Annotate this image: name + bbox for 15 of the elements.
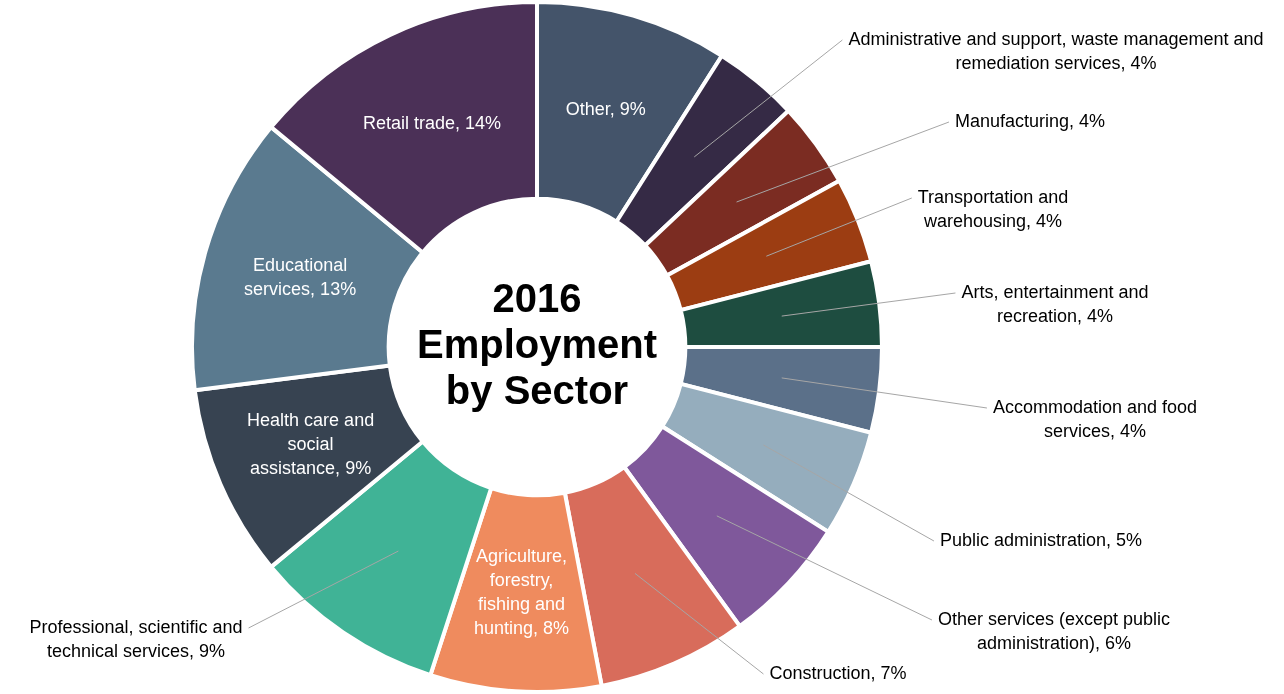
slice-label: Other, 9% [565, 99, 646, 120]
slice-label: Retail trade, 14% [362, 112, 502, 133]
slice-label: Accommodation and food services, 4% [992, 396, 1198, 441]
slice-label: Administrative and support, waste management and remediation services, 4% [848, 28, 1264, 73]
slice-label: Professional, scientific and technical services, 9% [29, 616, 243, 661]
slice-label: Public administration, 5% [939, 529, 1143, 550]
slice-label: Agriculture, forestry, fishing and hunting, 8% [473, 546, 570, 639]
slice-label: Arts, entertainment and recreation, 4% [961, 281, 1149, 326]
slice-label: Transportation and warehousing, 4% [917, 186, 1069, 231]
slice-label: Health care and social assistance, 9% [247, 409, 375, 478]
slice-label: Educational services, 13% [244, 255, 357, 300]
slice-label: Other services (except public administration), 6% [937, 608, 1171, 653]
slice-label: Manufacturing, 4% [954, 110, 1106, 131]
text: 2016 Employment by Sector [416, 276, 658, 413]
slice-label: Construction, 7% [769, 662, 907, 683]
